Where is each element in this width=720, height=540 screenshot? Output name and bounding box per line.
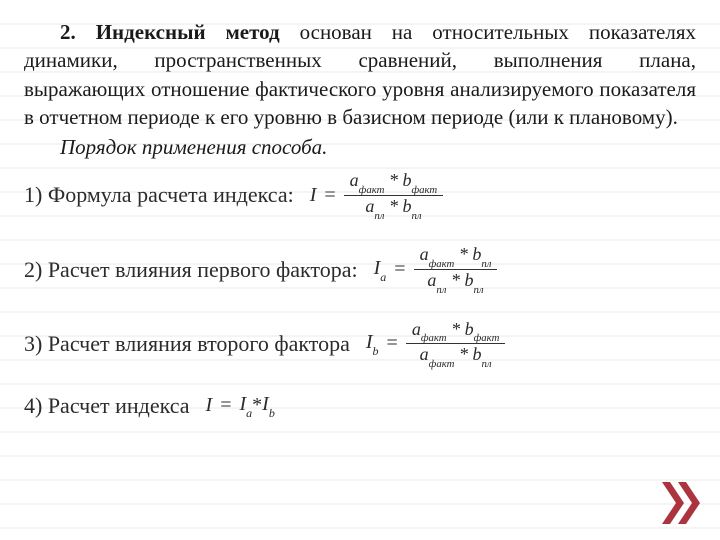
formula-row-2: 2) Расчет влияния первого фактора:Ia=aфа…: [24, 244, 696, 294]
intro-paragraph: 2. Индексный метод основан на относитель…: [24, 18, 696, 131]
formula-row-final: 4) Расчет индексаI=Ia * Ib: [24, 393, 696, 419]
heading-title: Индексный метод: [96, 20, 280, 44]
fraction: aфакт * bплaпл * bпл: [414, 244, 498, 294]
order-line: Порядок применения способа.: [24, 135, 696, 160]
row-label: 1) Формула расчета индекса:: [24, 182, 310, 208]
row-label: 2) Расчет влияния первого фактора:: [24, 257, 374, 283]
formula: Ib=aфакт * bфактaфакт * bпл: [366, 319, 506, 369]
heading-number: 2.: [60, 20, 76, 44]
formula: I=Ia * Ib: [206, 393, 275, 419]
order-text: Порядок применения способа.: [60, 135, 327, 159]
row-label: 3) Расчет влияния второго фактора: [24, 331, 366, 357]
formula-list: 1) Формула расчета индекса:I=aфакт * bфа…: [24, 170, 696, 418]
formula: I=aфакт * bфактaпл * bпл: [310, 170, 444, 220]
fraction: aфакт * bфактaпл * bпл: [344, 170, 444, 220]
formula-row-1: 1) Формула расчета индекса:I=aфакт * bфа…: [24, 170, 696, 220]
formula: Ia=aфакт * bплaпл * bпл: [374, 244, 498, 294]
formula-row-3: 3) Расчет влияния второго фактораIb=aфак…: [24, 319, 696, 369]
page-content: 2. Индексный метод основан на относитель…: [0, 0, 720, 453]
row-label: 4) Расчет индекса: [24, 393, 206, 419]
chevron-decor-icon: [660, 480, 702, 526]
fraction: aфакт * bфактaфакт * bпл: [406, 319, 506, 369]
